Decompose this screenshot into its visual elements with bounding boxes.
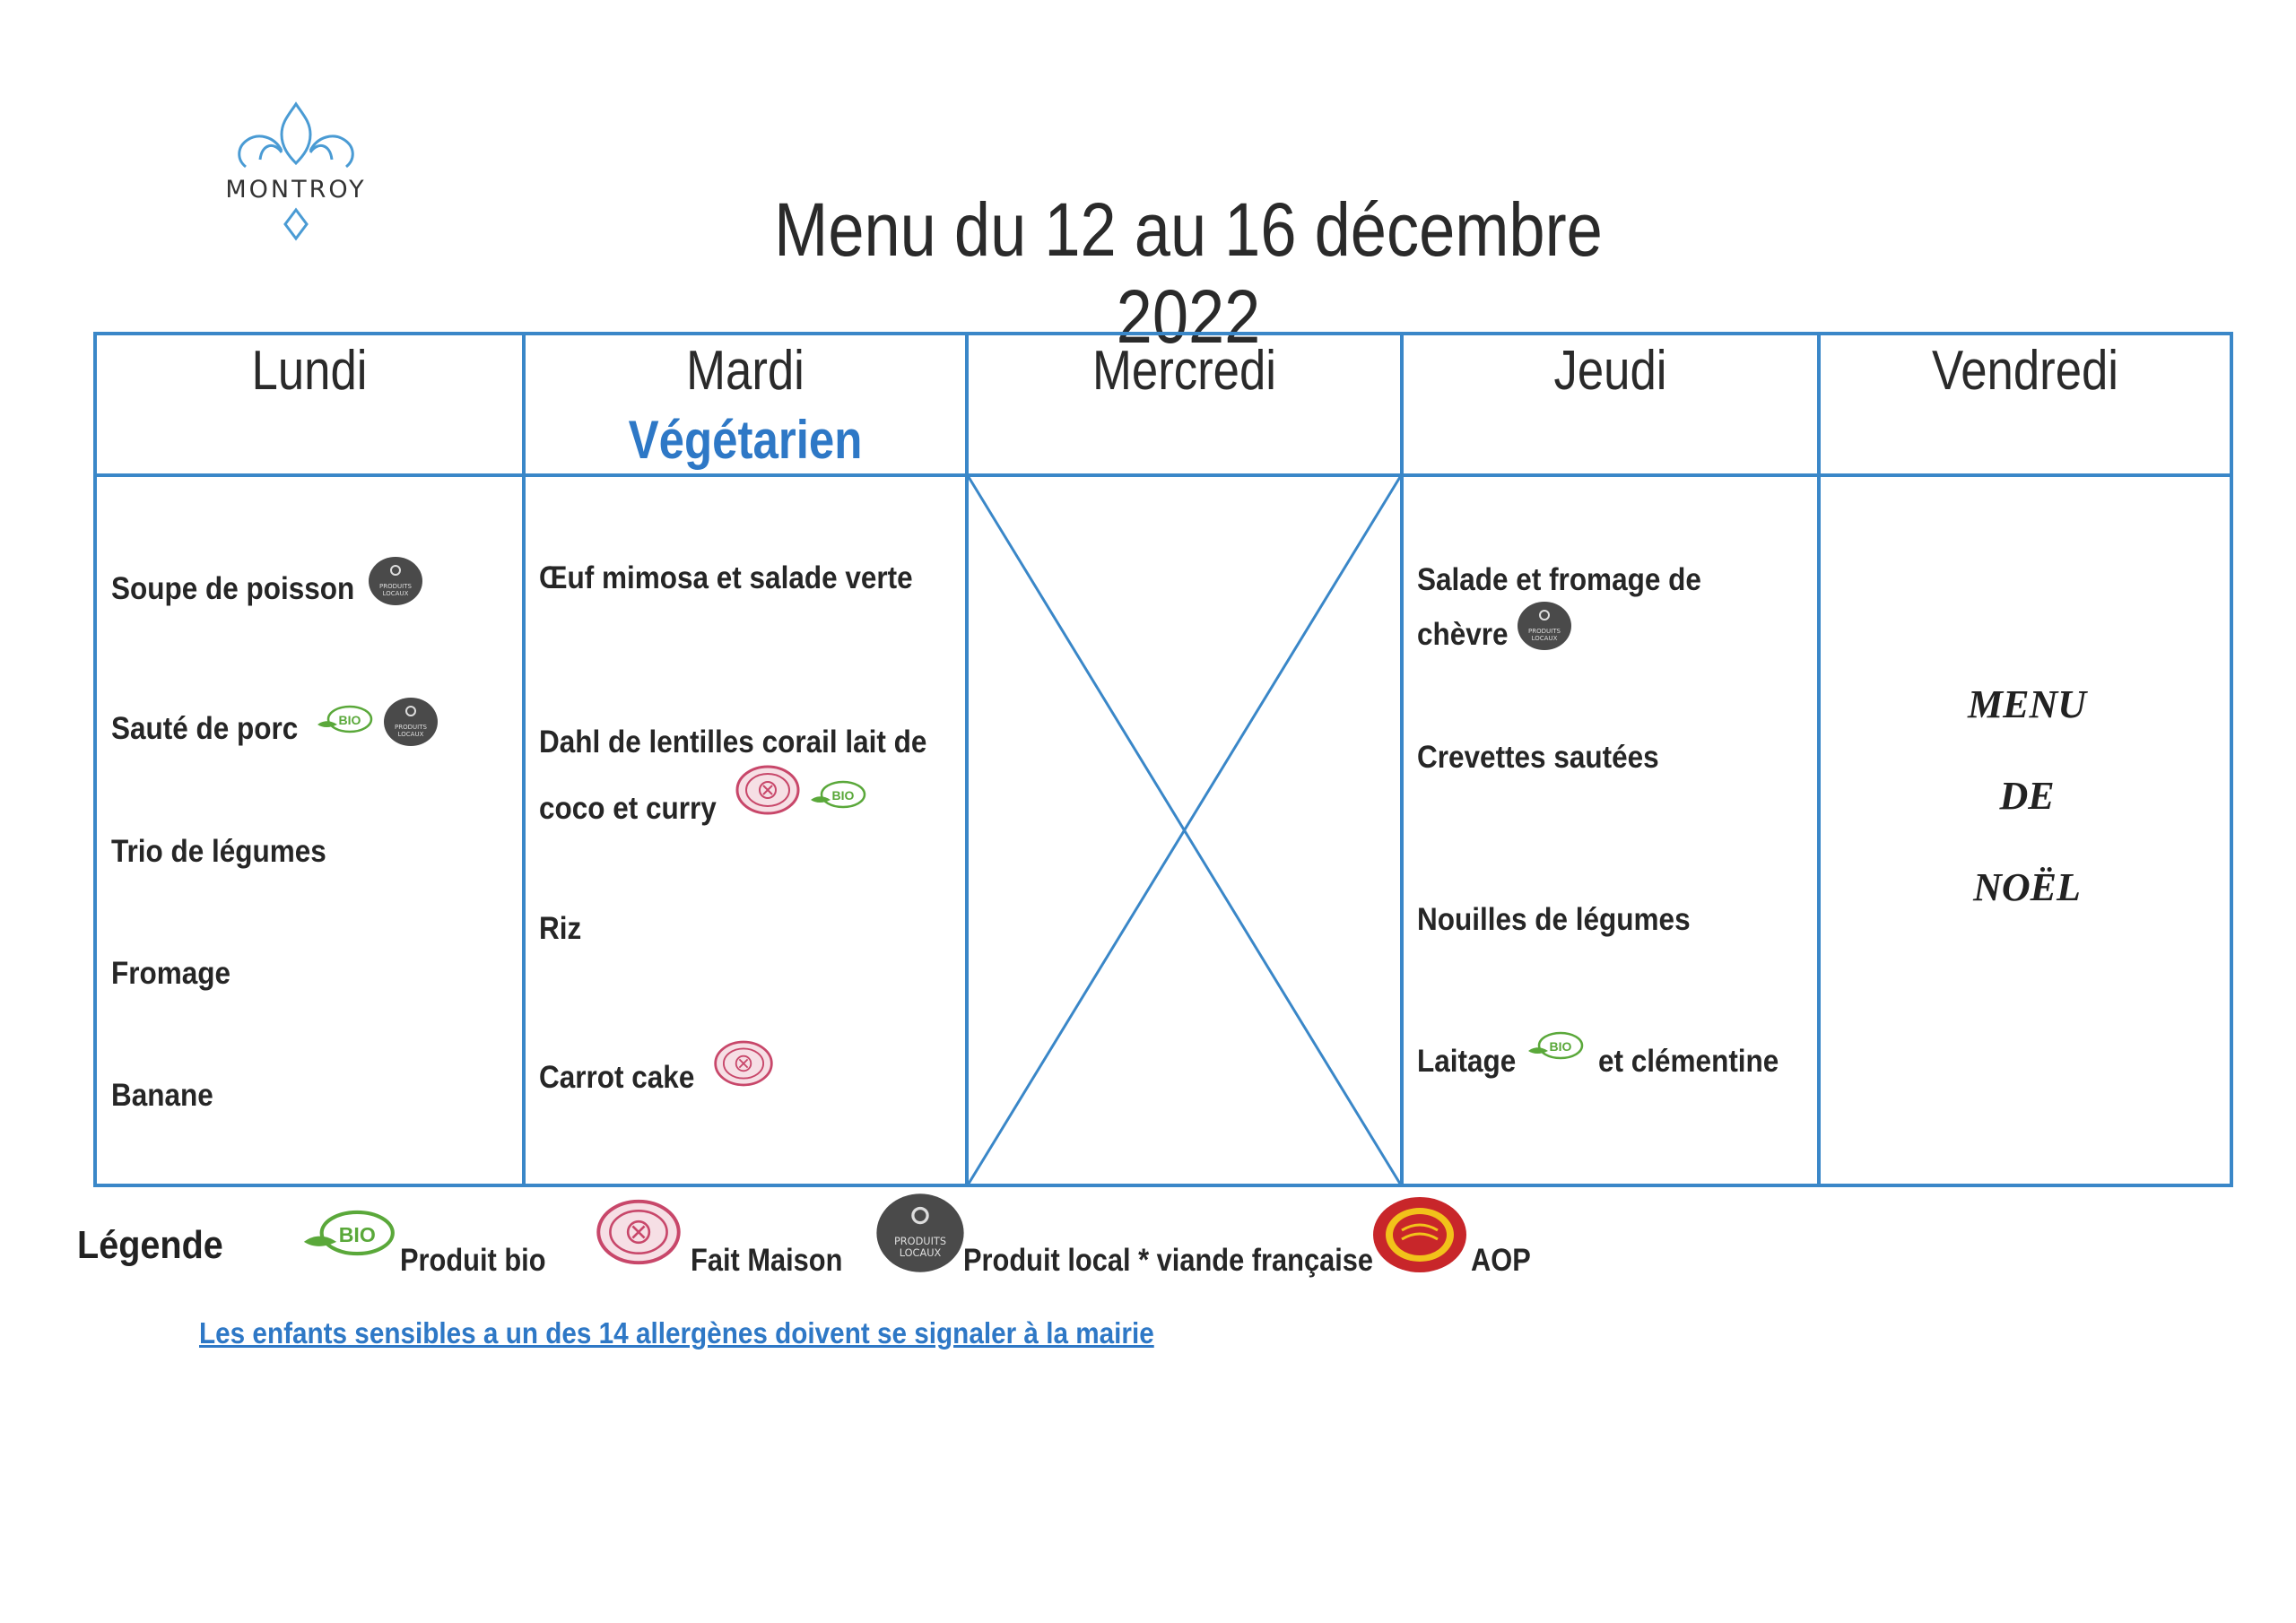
svg-text:PRODUITS: PRODUITS [379,583,412,590]
day-header-vendredi: Vendredi [1931,340,2119,402]
fait-maison-icon [735,765,800,815]
allergen-notice: Les enfants sensibles a un des 14 allerg… [199,1316,1154,1350]
day-header-lundi: Lundi [251,340,368,402]
svg-text:LOCAUX: LOCAUX [1532,635,1558,642]
page-title: Menu du 12 au 16 décembre 2022 [774,187,1603,359]
mercredi-cross [967,476,1402,1185]
menu-item: chèvre [1417,617,1509,652]
menu-item: Laitage [1417,1044,1517,1079]
bio-icon: BIO [1528,1031,1584,1060]
svg-text:LOCAUX: LOCAUX [383,590,409,597]
day-header-jeudi: Jeudi [1553,340,1667,402]
svg-text:BIO: BIO [339,713,361,727]
svg-text:PRODUITS: PRODUITS [1528,628,1561,635]
menu-item: coco et curry [539,791,717,826]
legend-label-aop: AOP [1471,1243,1531,1278]
menu-item: Banane [111,1078,213,1113]
legend-label-bio: Produit bio [400,1243,546,1278]
svg-text:PRODUITS: PRODUITS [894,1235,946,1247]
day-header-mercredi: Mercredi [1091,340,1276,402]
fait-maison-icon [714,1040,773,1087]
produits-locaux-icon: PRODUITS LOCAUX [384,698,438,746]
menu-item: Œuf mimosa et salade verte [539,560,913,595]
menu-item: Riz [539,911,582,946]
menu-item: et clémentine [1598,1044,1779,1079]
menu-item: Soupe de poisson [111,571,355,606]
menu-item: Dahl de lentilles corail lait de [539,725,927,759]
bio-icon: BIO [317,705,373,733]
aop-icon [1373,1197,1466,1272]
svg-text:PRODUITS: PRODUITS [395,724,427,731]
produits-locaux-icon: PRODUITS LOCAUX [369,557,422,605]
menu-item: Nouilles de légumes [1417,902,1691,937]
legend-label-fait-maison: Fait Maison [691,1243,843,1278]
vegetarien-label: Végétarien [628,410,863,470]
svg-text:LOCAUX: LOCAUX [900,1246,942,1259]
svg-text:BIO: BIO [1550,1039,1572,1054]
svg-text:LOCAUX: LOCAUX [398,731,424,738]
produits-locaux-icon: PRODUITS LOCAUX [876,1193,964,1272]
bio-icon: BIO [303,1210,395,1256]
menu-item: Crevettes sautées [1417,740,1659,775]
menu-item: Salade et fromage de [1417,562,1701,597]
menu-de-noel-line: MENU [1967,682,2087,726]
bio-icon: BIO [811,780,866,809]
day-header-mardi: Mardi [686,340,804,402]
menu-item: Trio de légumes [111,834,326,869]
legend-title: Légende [77,1223,223,1267]
fait-maison-icon [596,1199,681,1265]
menu-de-noel-line: NOËL [1973,865,2081,909]
legend-label-produit-local: Produit local * viande française [963,1243,1373,1279]
legend-label-produit-local-main: Produit local [963,1243,1131,1278]
legend-label-viande-francaise: * viande française [1138,1243,1374,1278]
menu-item: Sauté de porc [111,711,299,746]
menu-de-noel-line: DE [1999,774,2055,818]
produits-locaux-icon: PRODUITS LOCAUX [1518,602,1571,650]
svg-text:BIO: BIO [339,1223,376,1246]
logo-text: MONTROY [225,176,367,204]
montroy-logo-icon [238,101,354,241]
menu-item: Carrot cake [539,1060,695,1095]
svg-text:BIO: BIO [832,788,855,803]
menu-item: Fromage [111,956,231,991]
